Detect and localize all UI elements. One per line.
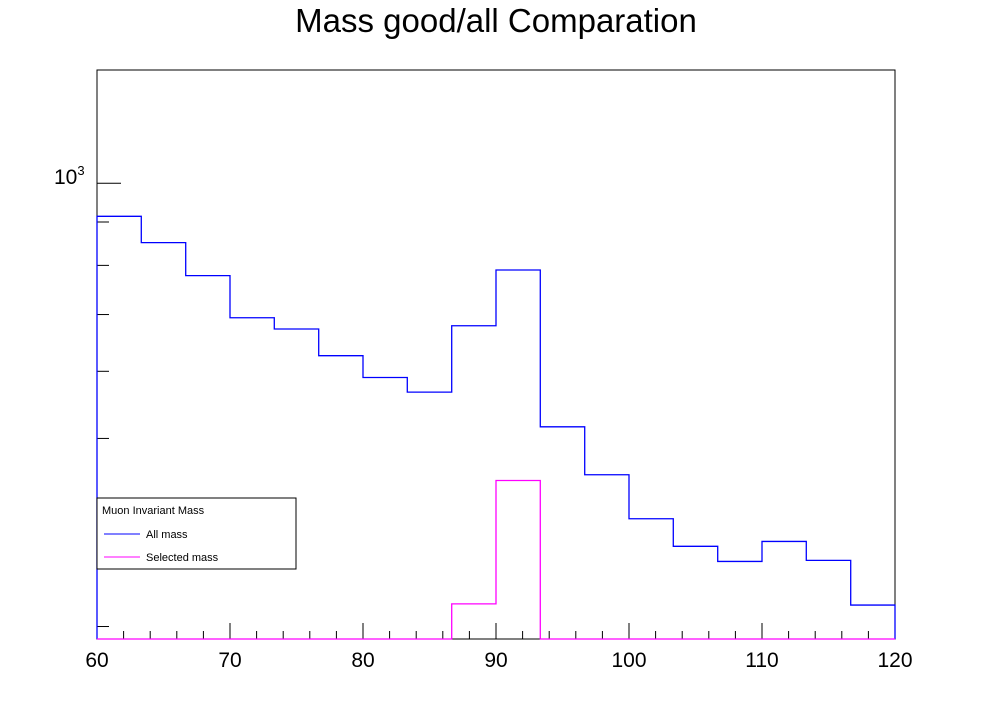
x-tick-label: 100 xyxy=(611,649,646,672)
legend-title: Muon Invariant Mass xyxy=(102,505,205,517)
x-tick-label: 60 xyxy=(85,649,108,672)
histogram-series-selected-mass xyxy=(97,479,895,640)
y-tick-label-exp: 3 xyxy=(77,163,84,178)
chart-title: Mass good/all Comparation xyxy=(295,2,697,39)
series-layer xyxy=(96,215,896,640)
x-axis-ticks xyxy=(96,623,896,639)
x-tick-label: 90 xyxy=(484,649,507,672)
y-tick-label-1000: 103 xyxy=(54,163,85,189)
x-tick-label: 120 xyxy=(877,649,912,672)
legend-label-all-mass: All mass xyxy=(146,529,188,541)
y-tick-label-base: 10 xyxy=(54,166,77,189)
x-tick-label: 110 xyxy=(745,649,778,672)
x-tick-label: 70 xyxy=(218,649,241,672)
histogram-series-all-mass xyxy=(96,215,896,639)
legend-label-selected-mass: Selected mass xyxy=(146,552,219,564)
legend: Muon Invariant Mass All mass Selected ma… xyxy=(96,497,297,570)
x-tick-labels: 60 70 80 90 100 110 120 xyxy=(85,649,912,672)
x-tick-label: 80 xyxy=(351,649,374,672)
